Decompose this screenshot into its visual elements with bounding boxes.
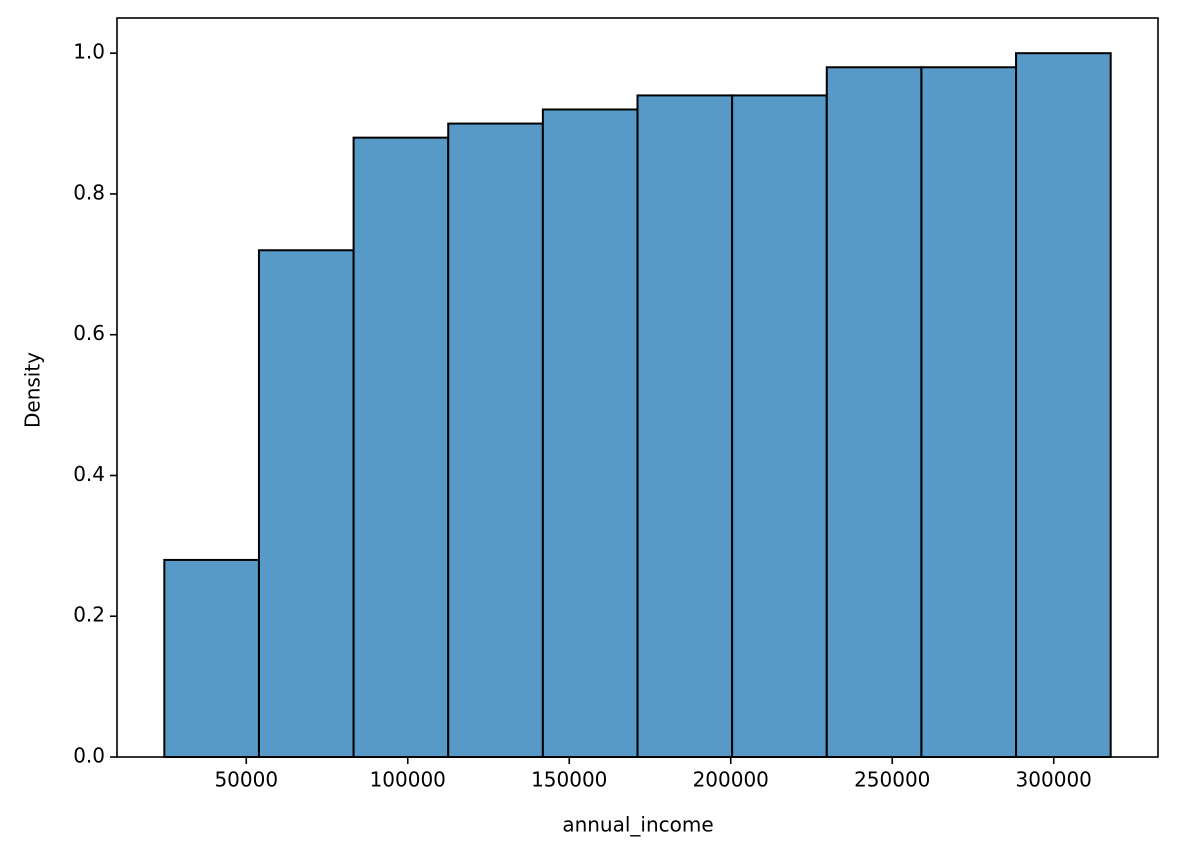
bar (257, 249, 355, 758)
bar (825, 66, 923, 759)
x-tick-label: 150000 (531, 768, 607, 792)
x-tick-label: 200000 (693, 768, 769, 792)
x-tick-label: 250000 (854, 768, 930, 792)
x-tick-label: 100000 (370, 768, 446, 792)
x-tick-label: 300000 (1016, 768, 1092, 792)
y-tick-label: 0.0 (73, 744, 105, 768)
bar (541, 108, 639, 758)
plot-frame (116, 17, 1159, 758)
y-tick-label: 0.8 (73, 180, 105, 204)
bar (447, 122, 544, 759)
bar (163, 558, 260, 759)
x-tick-label: 50000 (214, 768, 278, 792)
bar (731, 94, 828, 758)
x-axis-label: annual_income (562, 813, 713, 837)
bar (1015, 52, 1112, 758)
bar (352, 136, 450, 758)
y-tick-label: 0.2 (73, 603, 105, 627)
y-tick-label: 0.4 (73, 462, 105, 486)
y-axis-label: Density (21, 352, 45, 428)
y-tick-label: 0.6 (73, 321, 105, 345)
y-tick-label: 1.0 (73, 40, 105, 64)
bar (636, 94, 734, 758)
bar (920, 66, 1018, 759)
